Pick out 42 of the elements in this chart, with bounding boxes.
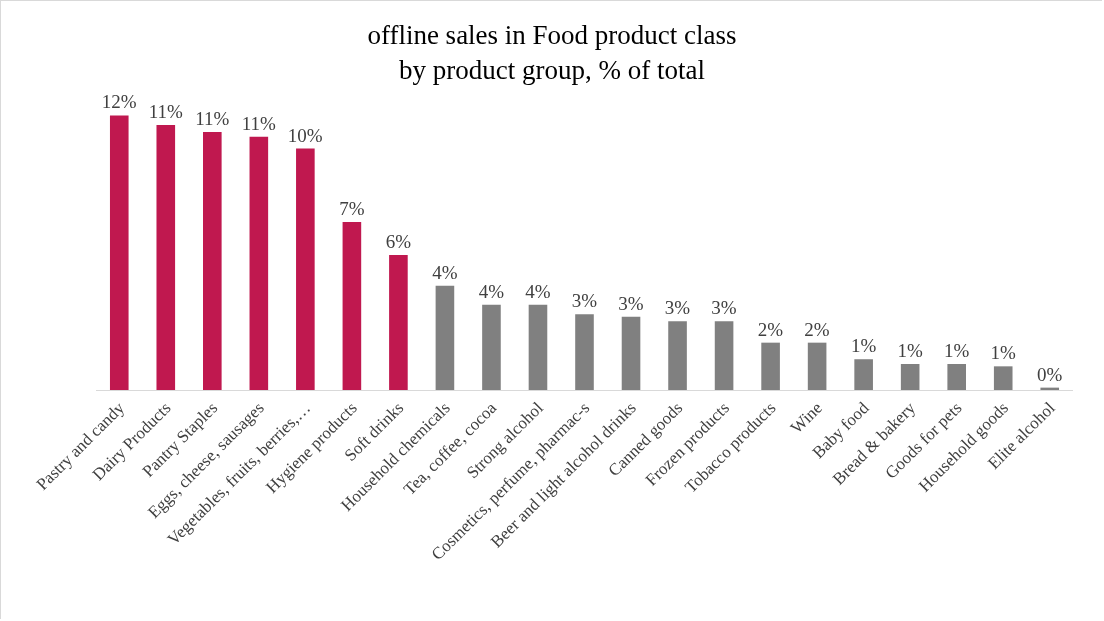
data-label: 2%: [804, 318, 830, 340]
bar: [342, 221, 362, 390]
bar: [575, 314, 594, 390]
data-label: 1%: [943, 339, 970, 361]
bar: [389, 255, 408, 390]
data-label: 10%: [287, 124, 323, 146]
bar: [435, 285, 455, 390]
data-label: 1%: [990, 342, 1016, 364]
data-label: 7%: [339, 197, 365, 219]
data-label: 3%: [618, 292, 644, 314]
bar: [296, 148, 315, 390]
bar: [714, 321, 734, 390]
data-label: 3%: [664, 297, 691, 319]
data-label: 11%: [195, 108, 230, 130]
bar: [203, 132, 222, 390]
chart-title: offline sales in Food product class by product group, % of total: [367, 20, 737, 86]
data-label: 1%: [850, 335, 877, 357]
data-label: 11%: [241, 112, 276, 134]
bar: [993, 366, 1013, 390]
data-label: 2%: [757, 318, 784, 340]
bar: [249, 136, 269, 390]
data-label: 4%: [525, 280, 551, 302]
data-label: 3%: [571, 290, 598, 312]
data-label: 0%: [1036, 363, 1063, 385]
bar: [854, 359, 873, 390]
bar: [156, 124, 176, 390]
bar: [761, 342, 780, 390]
bar: [482, 304, 501, 390]
bar: [900, 363, 920, 390]
data-label: 4%: [432, 261, 458, 283]
bar: [947, 363, 966, 390]
data-label: 12%: [101, 91, 137, 113]
bar: [528, 304, 548, 390]
data-label: 1%: [897, 339, 923, 361]
bar: [621, 316, 641, 390]
data-label: 6%: [385, 231, 412, 253]
data-label: 3%: [711, 297, 737, 319]
bar: [109, 115, 129, 390]
data-label: 11%: [148, 100, 183, 122]
bar: [807, 342, 827, 390]
bar: [668, 321, 687, 390]
data-label: 4%: [478, 280, 505, 302]
